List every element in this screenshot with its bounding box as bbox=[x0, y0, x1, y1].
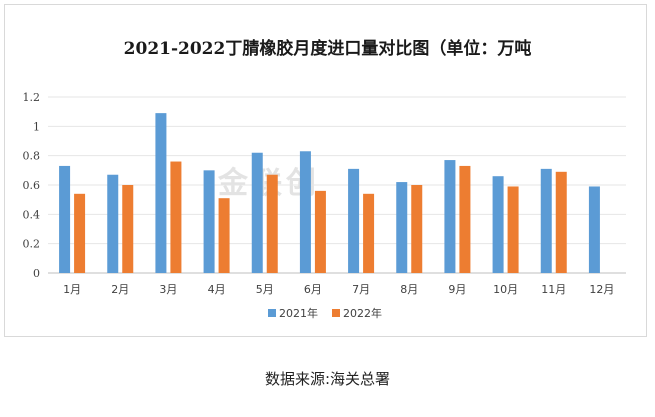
x-tick-label: 7月 bbox=[352, 283, 370, 296]
bar-series-2 bbox=[74, 193, 86, 273]
bar-series-1 bbox=[59, 165, 71, 273]
chart-title: 2021-2022丁腈橡胶月度进口量对比图（单位：万吨 bbox=[123, 39, 532, 59]
bar-series-2 bbox=[218, 198, 230, 273]
y-tick-label: 1 bbox=[33, 120, 40, 133]
legend-label: 2021年 bbox=[279, 306, 318, 320]
source-caption: 数据来源:海关总署 bbox=[264, 370, 391, 388]
bar-series-2 bbox=[170, 161, 182, 273]
y-tick-label: 0.2 bbox=[23, 238, 41, 251]
legend-swatch bbox=[268, 309, 276, 317]
bar-series-2 bbox=[411, 185, 423, 273]
y-tick-label: 1.2 bbox=[23, 91, 41, 104]
x-tick-label: 11月 bbox=[541, 283, 566, 296]
bar-series-1 bbox=[444, 160, 456, 273]
bar-series-2 bbox=[266, 174, 278, 273]
x-tick-label: 6月 bbox=[304, 283, 322, 296]
x-tick-label: 5月 bbox=[256, 283, 274, 296]
bar-series-2 bbox=[122, 185, 134, 273]
y-tick-label: 0 bbox=[33, 267, 40, 280]
x-tick-label: 8月 bbox=[400, 283, 418, 296]
x-tick-label: 12月 bbox=[589, 283, 614, 296]
x-tick-label: 3月 bbox=[159, 283, 177, 296]
bar-series-2 bbox=[314, 190, 326, 273]
x-tick-label: 10月 bbox=[493, 283, 518, 296]
x-tick-label: 4月 bbox=[208, 283, 226, 296]
legend-swatch bbox=[332, 309, 340, 317]
bar-series-1 bbox=[396, 182, 408, 273]
bar-series-1 bbox=[203, 170, 215, 273]
bar-series-1 bbox=[251, 152, 263, 273]
x-tick-label: 9月 bbox=[448, 283, 466, 296]
bar-series-1 bbox=[107, 174, 119, 273]
y-tick-label: 0.4 bbox=[23, 208, 41, 221]
bar-series-1 bbox=[540, 168, 552, 273]
x-tick-label: 1月 bbox=[63, 283, 81, 296]
chart-frame bbox=[4, 4, 647, 337]
y-tick-label: 0.6 bbox=[23, 179, 41, 192]
bar-series-2 bbox=[555, 171, 567, 273]
bar-series-1 bbox=[299, 151, 311, 273]
bar-series-2 bbox=[363, 193, 375, 273]
legend-label: 2022年 bbox=[343, 306, 382, 320]
bar-series-2 bbox=[507, 186, 519, 273]
bar-series-1 bbox=[588, 186, 600, 273]
bar-series-1 bbox=[492, 176, 504, 273]
x-tick-label: 2月 bbox=[111, 283, 129, 296]
bar-series-1 bbox=[155, 113, 167, 273]
y-tick-label: 0.8 bbox=[23, 150, 41, 163]
bar-series-1 bbox=[348, 168, 360, 273]
bar-series-2 bbox=[459, 165, 471, 273]
